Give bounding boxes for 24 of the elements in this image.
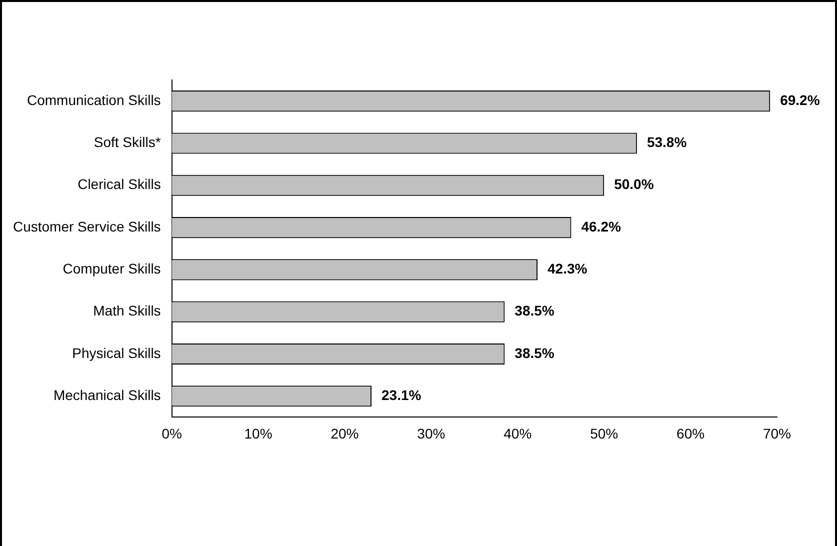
y-tick-label: Physical Skills <box>72 344 161 361</box>
x-tick-label: 60% <box>676 425 705 442</box>
y-tick-label: Mechanical Skills <box>53 386 161 403</box>
x-tick-label: 10% <box>244 425 272 442</box>
y-tick-label: Customer Service Skills <box>12 218 161 234</box>
y-tick-label: Communication Skills <box>26 92 161 108</box>
data-label: 23.1% <box>382 386 422 403</box>
data-label: 46.2% <box>581 218 622 234</box>
data-label: 42.3% <box>548 260 588 277</box>
y-tick-label: Computer Skills <box>62 260 161 277</box>
y-tick-label: Clerical Skills <box>78 176 161 192</box>
x-tick-label: 40% <box>504 425 532 442</box>
x-tick-label: 20% <box>330 425 359 442</box>
x-tick-label: 70% <box>762 425 792 442</box>
x-tick-label: 30% <box>417 425 446 442</box>
data-label: 53.8% <box>646 134 688 150</box>
y-tick-label: Soft Skills* <box>94 134 162 150</box>
data-label: 50.0% <box>614 176 654 192</box>
data-label: 38.5% <box>514 302 555 319</box>
x-tick-label: 50% <box>590 425 618 442</box>
data-label: 69.2% <box>780 92 820 108</box>
x-tick-label: 0% <box>162 425 182 442</box>
y-tick-label: Math Skills <box>93 302 161 319</box>
data-label: 38.5% <box>514 344 555 361</box>
